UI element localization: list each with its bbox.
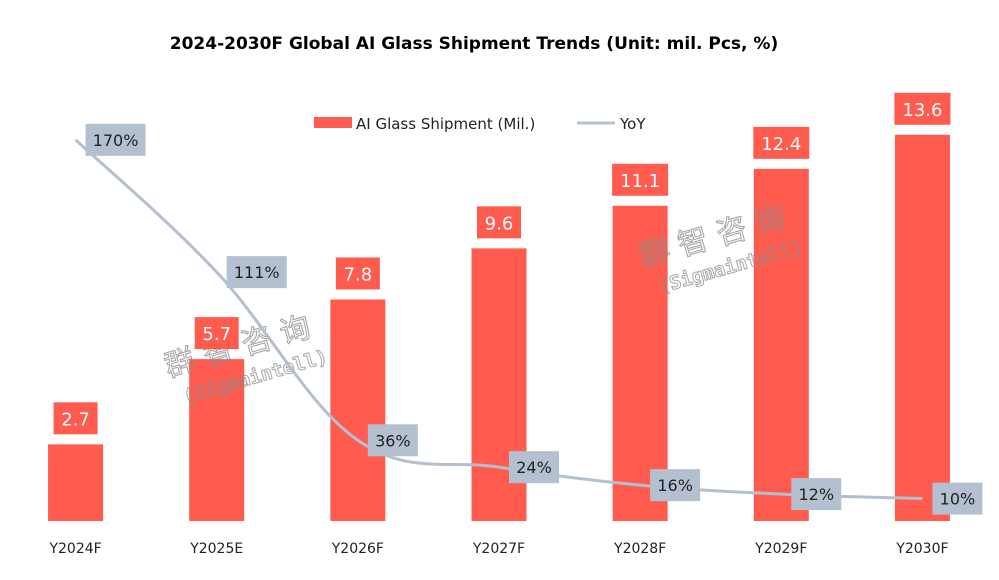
x-tick-label: Y2029F [754, 541, 807, 557]
bar-value-label: 13.6 [902, 100, 942, 121]
bar-y2030f [894, 134, 950, 521]
yoy-value-label: 24% [516, 458, 552, 477]
bar-data-labels: 2.7 5.7 7.8 9.6 11.1 12.4 13.6 [53, 92, 951, 435]
yoy-label-box [791, 478, 842, 511]
bar-label-box [612, 163, 669, 196]
yoy-line [74, 138, 923, 501]
legend: AI Glass Shipment (Mil.) YoY [314, 115, 646, 133]
bar-value-label: 11.1 [620, 171, 660, 192]
legend-swatch-bar [314, 117, 352, 128]
yoy-value-label: 12% [799, 485, 835, 504]
x-axis-tick-labels: Y2024F Y2025E Y2026F Y2027F Y2028F Y2029F Y203… [48, 541, 948, 557]
yoy-value-label: 111% [234, 263, 280, 282]
x-tick-label: Y2028F [613, 541, 666, 557]
x-tick-label: Y2027F [472, 541, 525, 557]
x-tick-label: Y2030F [895, 541, 948, 557]
x-tick-label: Y2024F [48, 541, 101, 557]
x-tick-label: Y2026F [331, 541, 384, 557]
yoy-label-box [226, 256, 287, 289]
bar-label-box [335, 257, 380, 290]
bar-series [48, 134, 950, 522]
bar-y2028f [612, 205, 668, 521]
yoy-label-box [932, 482, 983, 515]
bar-value-label: 5.7 [202, 324, 231, 345]
bar-value-label: 2.7 [61, 409, 90, 430]
legend-label-shipment: AI Glass Shipment (Mil.) [356, 115, 535, 133]
bar-label-box [53, 402, 98, 435]
yoy-value-label: 36% [375, 431, 411, 450]
bar-y2026f [330, 299, 386, 521]
yoy-label-box [367, 424, 418, 457]
chart-title: 2024-2030F Global AI Glass Shipment Tren… [170, 34, 778, 54]
yoy-label-box [509, 451, 559, 484]
x-tick-label: Y2025E [189, 541, 243, 557]
bar-label-box [477, 206, 521, 239]
bar-label-box [894, 92, 951, 125]
yoy-series [74, 138, 923, 501]
bar-label-box [753, 126, 810, 159]
yoy-value-label: 10% [940, 490, 976, 509]
bar-y2024f [48, 444, 104, 521]
yoy-value-label: 170% [93, 131, 139, 150]
watermark-1: 群智咨询(Sigmaintell) [160, 306, 330, 408]
legend-label-yoy: YoY [619, 115, 646, 133]
bar-value-label: 9.6 [485, 213, 514, 234]
bar-label-box [194, 317, 239, 350]
yoy-label-box [650, 469, 701, 502]
yoy-value-label: 16% [657, 476, 693, 495]
bar-y2025e [189, 359, 245, 521]
yoy-data-labels: 170% 111% 36% 24% 16% 12% 10% [85, 123, 983, 515]
yoy-label-box [85, 123, 146, 156]
bar-y2029f [753, 168, 809, 521]
bar-value-label: 7.8 [344, 264, 373, 285]
bar-value-label: 12.4 [761, 134, 801, 155]
